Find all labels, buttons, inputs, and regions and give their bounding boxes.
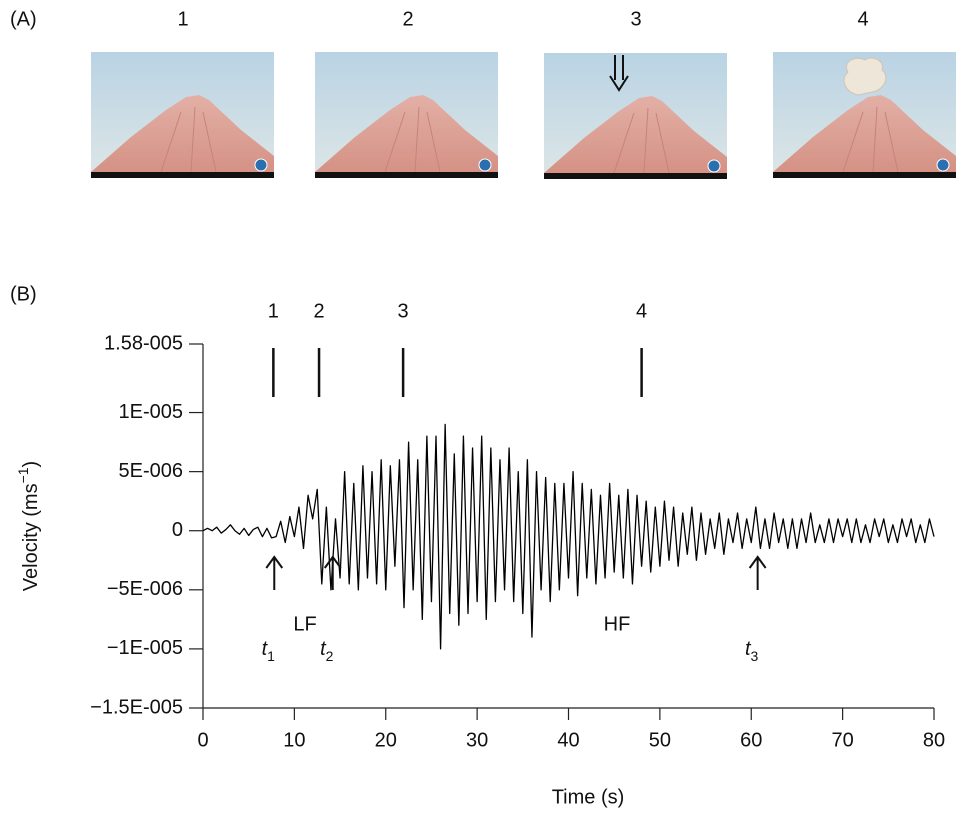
pick-label: t1	[262, 638, 276, 663]
y-tick-label: 1.58-005	[104, 332, 183, 354]
photo-label: 2	[402, 8, 413, 30]
x-tick-label: 0	[197, 729, 208, 751]
x-tick-label: 20	[375, 729, 397, 751]
pick-subscript: 2	[326, 648, 334, 664]
y-axis-label: Velocity (ms−1)	[15, 461, 43, 591]
pick-symbol: t	[745, 638, 752, 660]
y-tick-label: −1E-005	[107, 637, 183, 659]
phase-label: LF	[293, 613, 316, 635]
photo-label: 4	[857, 8, 868, 30]
x-tick-label: 70	[832, 729, 854, 751]
phase-label: HF	[604, 613, 631, 635]
pick-subscript: 3	[751, 648, 759, 664]
x-tick-label: 10	[283, 729, 305, 751]
x-tick-label: 50	[649, 729, 671, 751]
x-axis-label: Time (s)	[552, 786, 625, 808]
photo-label: 1	[177, 8, 188, 30]
waveform	[202, 423, 935, 650]
x-tick-label: 60	[740, 729, 762, 751]
event-label: 1	[268, 300, 279, 322]
y-tick-label: −1.5E-005	[90, 696, 183, 718]
event-label: 2	[313, 300, 324, 322]
y-label-text: Velocity (ms	[20, 483, 42, 591]
photo-1	[90, 51, 275, 179]
y-label-end: )	[20, 461, 42, 468]
photo-4	[772, 51, 956, 179]
photo-2	[314, 51, 499, 179]
pick-label: t2	[320, 638, 334, 663]
panel-label: (A)	[10, 8, 37, 30]
pick-symbol: t	[262, 638, 269, 660]
y-tick-label: 5E-006	[119, 460, 184, 482]
y-label-sup: −1	[15, 467, 31, 483]
photo-3	[543, 52, 728, 180]
pick-arrow	[748, 555, 767, 590]
y-tick-label: 0	[172, 519, 183, 541]
pick-arrow	[323, 555, 342, 590]
x-tick-label: 40	[557, 729, 579, 751]
pick-label: t3	[745, 638, 759, 663]
y-tick-label: −5E-006	[107, 578, 183, 600]
x-tick-label: 80	[923, 729, 945, 751]
pick-arrow	[265, 555, 284, 590]
event-label: 3	[398, 300, 409, 322]
pick-symbol: t	[320, 638, 327, 660]
event-label: 4	[636, 300, 647, 322]
photo-label: 3	[630, 8, 641, 30]
pick-subscript: 1	[267, 648, 275, 664]
y-tick-label: 1E-005	[119, 401, 184, 423]
x-tick-label: 30	[466, 729, 488, 751]
panel-label: (B)	[10, 283, 37, 305]
